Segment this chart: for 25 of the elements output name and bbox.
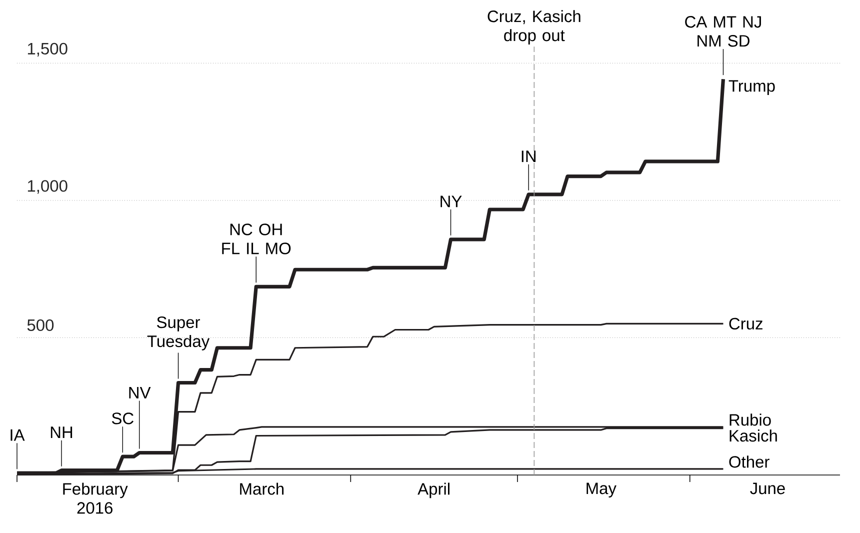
x-tick-label: May xyxy=(586,482,616,498)
y-tick-label: 1,500 xyxy=(28,42,68,56)
annotation: SC xyxy=(112,412,134,424)
x-tick-label: March xyxy=(240,482,284,495)
y-tick-label: 500 xyxy=(27,319,54,332)
series-label: Cruz xyxy=(729,318,762,330)
annotation: NC OH xyxy=(230,224,282,236)
annotation: Super Tuesday xyxy=(147,316,210,350)
series-label: Trump xyxy=(728,80,775,96)
annotation: NH xyxy=(50,426,72,438)
ref-line-label: Cruz, Kasich drop out xyxy=(488,10,580,44)
y-tick-label: 1,000 xyxy=(28,180,68,194)
series-label: Kasich xyxy=(730,430,777,442)
series-label: Rubio xyxy=(730,414,771,426)
annotation: NV xyxy=(129,387,151,398)
series-label: Other xyxy=(729,456,770,468)
x-tick-label: April xyxy=(418,482,450,498)
annotation: IA xyxy=(10,429,25,441)
annotation: CA MT NJ xyxy=(685,16,761,28)
annotation: FL IL MO xyxy=(222,242,291,254)
x-tick-label: February 2016 xyxy=(63,482,128,514)
x-tick-label: June xyxy=(750,482,785,494)
annotation: NM SD xyxy=(698,35,750,47)
annotation: NY xyxy=(440,196,462,208)
annotation: IN xyxy=(522,150,536,162)
